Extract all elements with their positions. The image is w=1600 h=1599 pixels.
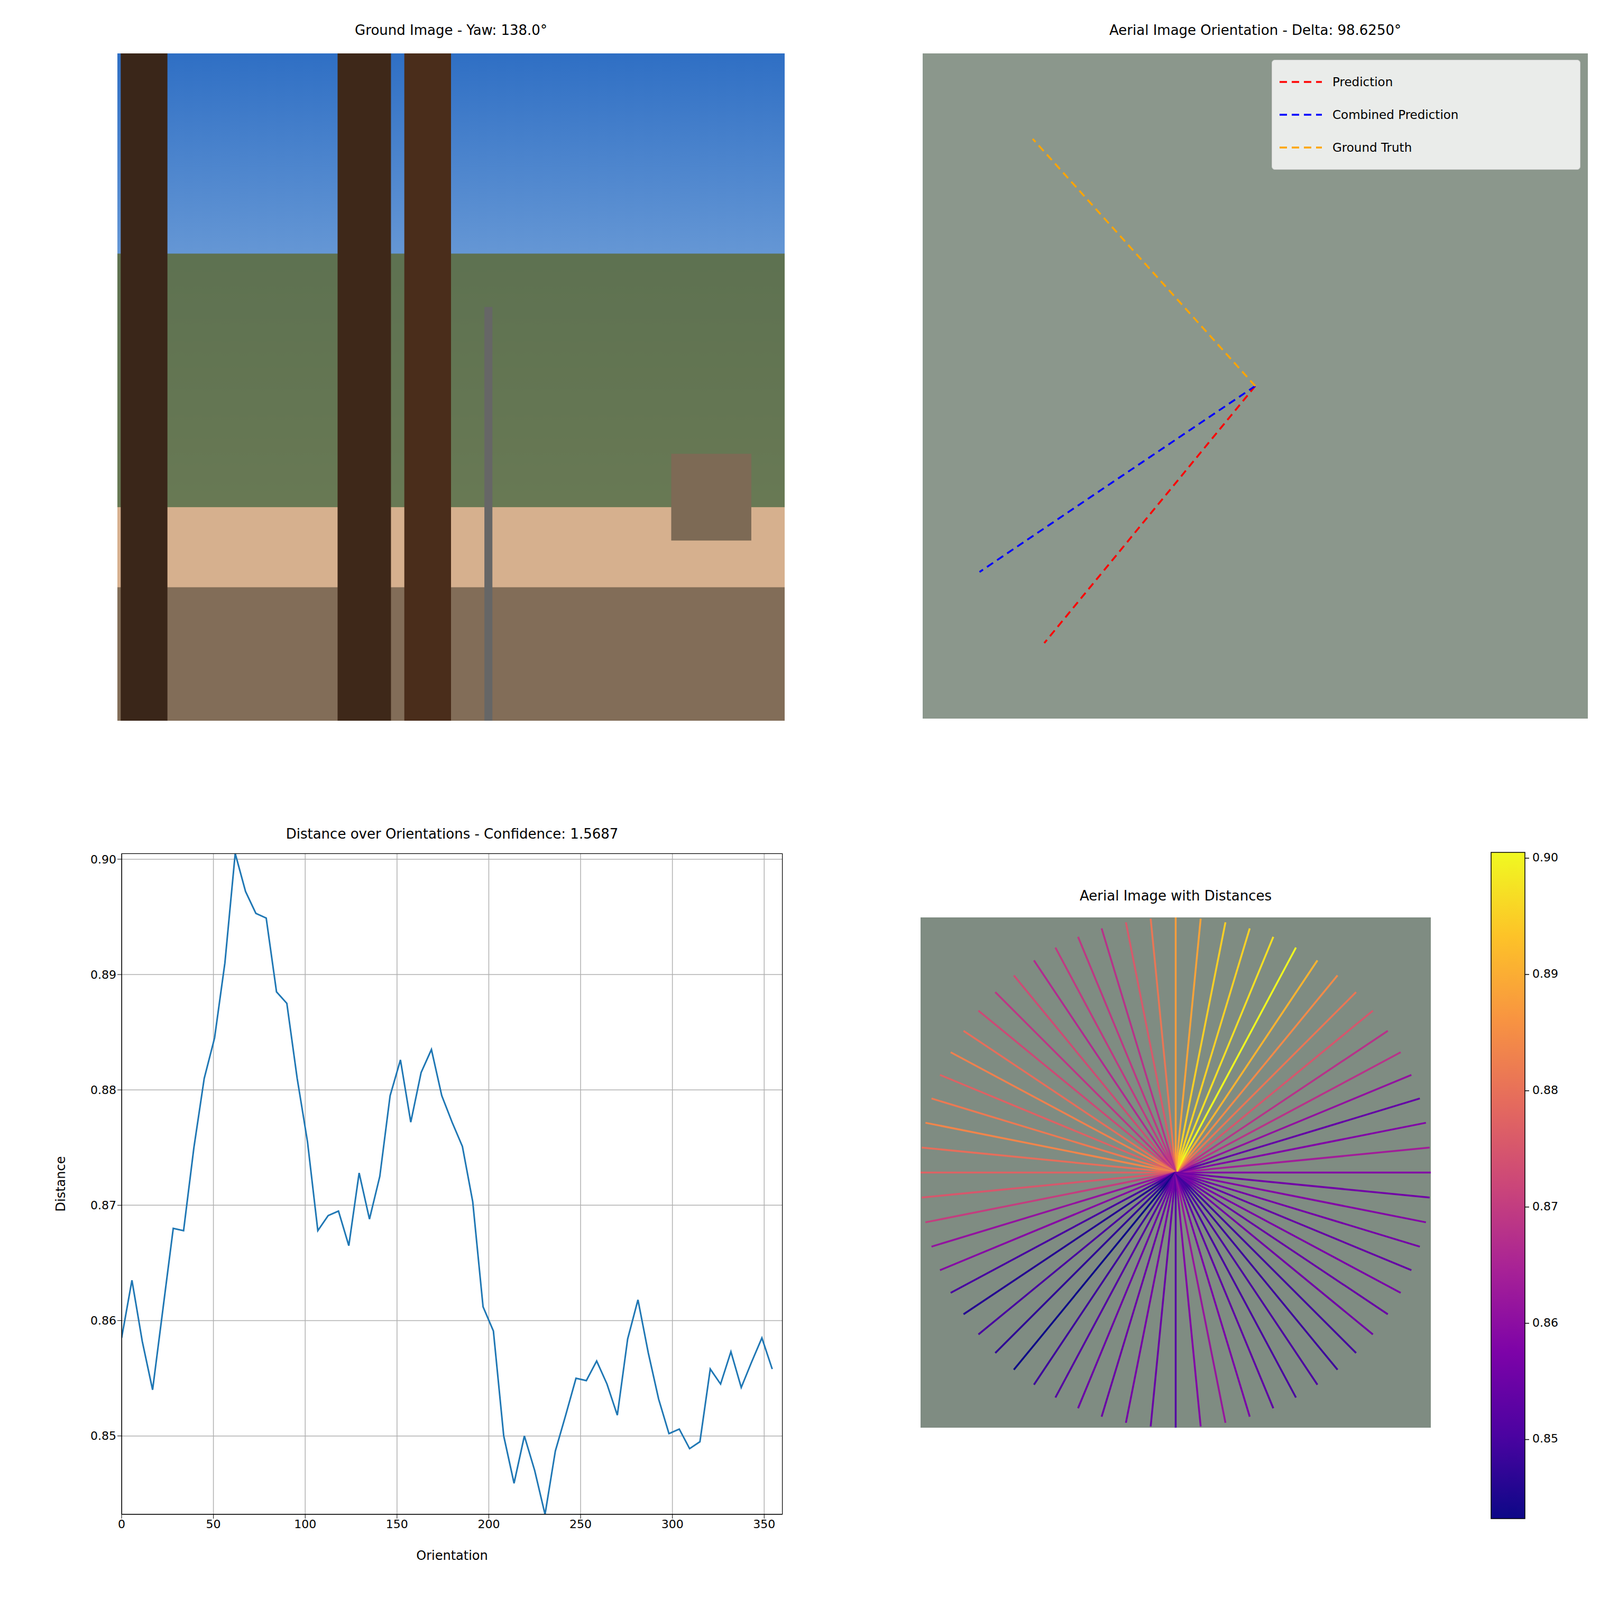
svg-text:0: 0 (117, 1517, 126, 1531)
svg-text:0.87: 0.87 (1532, 1199, 1559, 1213)
svg-text:300: 300 (661, 1517, 684, 1531)
html-text:Prediction: Prediction (1332, 75, 1393, 89)
html-text:Aerial Image with Distances: Aerial Image with Distances (1079, 887, 1272, 904)
svg-text:0.88: 0.88 (1532, 1083, 1559, 1097)
svg-text:Orientation: Orientation (416, 1548, 489, 1563)
svg-text:0.87: 0.87 (90, 1198, 117, 1212)
svg-text:0.86: 0.86 (1532, 1316, 1559, 1330)
html-text:Distance over Orientations - C: Distance over Orientations - Confidence:… (285, 825, 619, 842)
svg-text:50: 50 (206, 1517, 222, 1531)
svg-text:Distance: Distance (53, 1156, 69, 1212)
svg-text:0.90: 0.90 (1532, 850, 1559, 864)
svg-text:250: 250 (569, 1517, 592, 1531)
html-text:Ground Image - Yaw: 138.0°: Ground Image - Yaw: 138.0° (354, 22, 548, 39)
html-text:Aerial Image Orientation - Del: Aerial Image Orientation - Delta: 98.625… (1109, 22, 1402, 39)
html-text:Ground Truth: Ground Truth (1332, 140, 1412, 155)
svg-text:0.85: 0.85 (90, 1429, 117, 1443)
svg-text:0.90: 0.90 (90, 852, 117, 867)
svg-text:200: 200 (477, 1517, 500, 1531)
svg-text:150: 150 (385, 1517, 409, 1531)
svg-text:100: 100 (293, 1517, 317, 1531)
svg-text:0.88: 0.88 (90, 1083, 117, 1097)
svg-text:0.89: 0.89 (1532, 967, 1559, 981)
svg-text:0.89: 0.89 (90, 968, 117, 982)
svg-text:0.85: 0.85 (1532, 1431, 1559, 1446)
svg-text:350: 350 (752, 1517, 776, 1531)
svg-text:0.86: 0.86 (90, 1313, 117, 1328)
html-text:Combined Prediction: Combined Prediction (1332, 107, 1459, 122)
